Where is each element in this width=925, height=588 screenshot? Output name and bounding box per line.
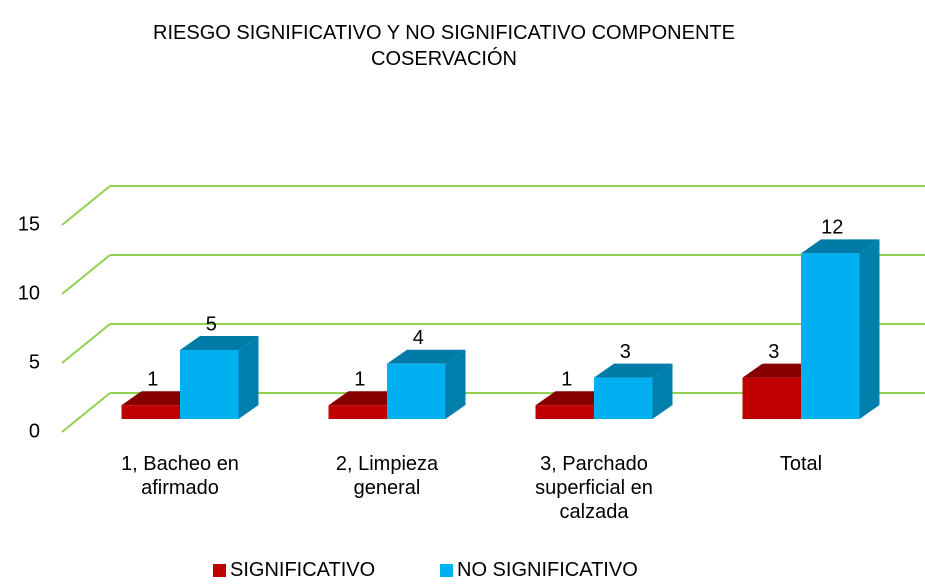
y-tick-label: 5 [29, 351, 40, 373]
x-tick-label: 3, Parchado superficial en calzada [535, 453, 653, 523]
bar-top [387, 349, 466, 364]
bar-side [859, 239, 880, 419]
grid-line [61, 323, 111, 364]
legend-item: NO SIGNIFICATIVO [440, 559, 638, 582]
bar-side [238, 336, 259, 419]
data-label: 1 [561, 368, 572, 390]
y-tick-label: 10 [18, 282, 40, 304]
bar [801, 253, 860, 419]
y-tick-label: 0 [29, 420, 40, 442]
bar [180, 350, 239, 419]
bar [121, 405, 180, 419]
data-label: 3 [768, 341, 779, 363]
data-label: 12 [821, 217, 843, 239]
grid-line [61, 254, 111, 295]
data-label: 5 [206, 313, 217, 335]
legend-swatch [440, 564, 453, 577]
data-label: 3 [620, 341, 631, 363]
grid-line [61, 392, 111, 433]
legend-label: SIGNIFICATIVO [230, 559, 376, 581]
bar [742, 377, 801, 419]
data-label: 1 [354, 368, 365, 390]
bar [387, 363, 446, 419]
x-tick-label: 2, Limpieza general [335, 453, 439, 499]
bar-side [652, 363, 673, 419]
bar [328, 405, 387, 419]
legend-label: NO SIGNIFICATIVO [457, 559, 638, 581]
grid-line [61, 185, 111, 226]
bar-top [180, 336, 259, 350]
bar [535, 405, 594, 419]
bar-top [594, 363, 673, 378]
y-tick-label: 15 [18, 213, 40, 235]
x-tick-label: Total [779, 453, 823, 475]
bar [594, 377, 653, 419]
legend-swatch [213, 564, 226, 577]
x-tick-label: 1, Bacheo en afirmado [121, 453, 239, 499]
data-label: 4 [413, 327, 424, 349]
chart-title: RIESGO SIGNIFICATIVO Y NO SIGNIFICATIVO … [153, 22, 735, 70]
bar-side [445, 349, 466, 419]
data-label: 1 [147, 368, 158, 390]
legend-item: SIGNIFICATIVO [213, 559, 375, 582]
bar-top [801, 239, 880, 254]
